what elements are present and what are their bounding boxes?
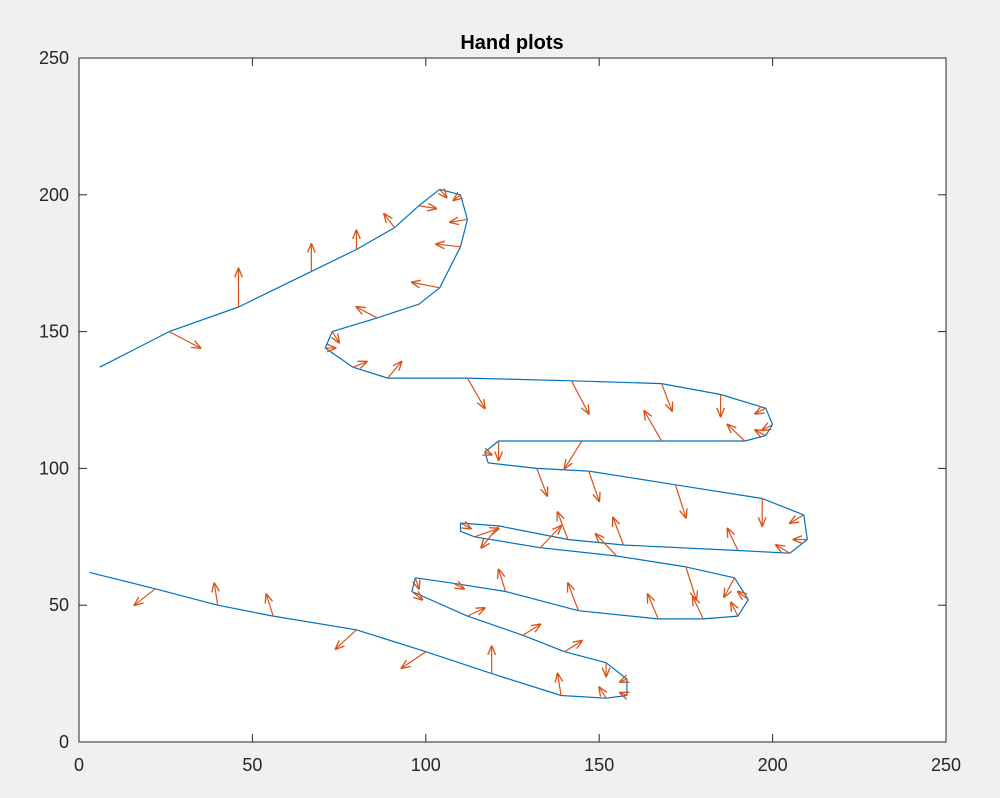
axis-tick-labels: 0 50 100 150 200 250 0 50 100 150 200 250 <box>39 48 961 775</box>
y-tick-label: 200 <box>39 185 69 205</box>
normal-arrow <box>755 430 766 435</box>
x-tick-label: 150 <box>584 755 614 775</box>
normal-arrow <box>564 641 582 653</box>
normal-arrow <box>693 597 704 620</box>
normal-arrow <box>728 425 746 442</box>
normal-arrow <box>384 214 396 228</box>
normal-arrow <box>776 545 791 554</box>
normal-arrow <box>411 592 422 600</box>
normal-arrow <box>674 484 685 518</box>
normal-arrow <box>454 195 461 200</box>
normal-arrow <box>738 592 749 600</box>
normal-arrow <box>336 629 357 649</box>
normal-arrow <box>134 588 156 605</box>
normal-arrow <box>485 452 492 455</box>
normal-arrow <box>728 529 739 551</box>
x-tick-label: 250 <box>931 755 961 775</box>
normal-vectors <box>134 189 808 699</box>
series-layer <box>89 189 808 699</box>
normal-arrow <box>436 244 461 247</box>
y-tick-label: 50 <box>49 595 69 615</box>
normal-arrow <box>565 440 583 468</box>
x-tick-label: 100 <box>411 755 441 775</box>
normal-arrow <box>648 594 659 620</box>
normal-arrow <box>415 577 418 589</box>
normal-arrow <box>214 583 217 606</box>
normal-arrow <box>613 518 625 546</box>
y-tick-label: 100 <box>39 458 69 478</box>
plot-area <box>78 57 947 743</box>
normal-arrow <box>418 206 436 209</box>
normal-arrow <box>474 529 498 538</box>
normal-arrow <box>568 583 579 611</box>
normal-arrow <box>418 303 420 305</box>
normal-arrow <box>412 282 440 289</box>
normal-arrow <box>387 362 402 379</box>
y-tick-label: 250 <box>39 48 69 68</box>
normal-arrow <box>539 526 561 549</box>
normal-arrow <box>620 693 627 696</box>
normal-arrow <box>440 189 447 197</box>
normal-arrow <box>522 624 540 636</box>
chart-title: Hand plots <box>460 32 563 54</box>
normal-arrow <box>536 468 547 495</box>
normal-arrow <box>685 566 696 600</box>
normal-arrow <box>724 577 735 597</box>
normal-arrow <box>168 331 200 348</box>
normal-arrow <box>596 534 617 557</box>
normal-arrow <box>459 530 462 532</box>
y-tick-label: 0 <box>59 732 69 752</box>
normal-arrow <box>453 583 464 588</box>
axis-ticks <box>78 57 947 743</box>
x-tick-label: 200 <box>758 755 788 775</box>
x-tick-label: 0 <box>74 755 84 775</box>
normal-arrow <box>460 523 470 528</box>
normal-arrow <box>620 679 627 682</box>
normal-arrow <box>352 362 367 367</box>
normal-arrow <box>266 594 274 617</box>
x-tick-label: 50 <box>242 755 262 775</box>
normal-arrow <box>450 219 468 222</box>
normal-arrow <box>755 408 766 413</box>
normal-arrow <box>644 411 663 442</box>
normal-arrow <box>731 602 738 617</box>
normal-arrow <box>402 651 427 668</box>
normal-arrow <box>332 331 339 343</box>
normal-arrow <box>558 674 561 696</box>
y-tick-label: 150 <box>39 322 69 342</box>
normal-arrow <box>588 470 599 501</box>
normal-arrow <box>356 307 378 319</box>
normal-arrow <box>599 687 606 699</box>
normal-arrow <box>661 383 672 411</box>
normal-arrow <box>466 377 484 408</box>
normal-arrow <box>499 570 507 592</box>
normal-arrow <box>467 608 484 617</box>
normal-arrow <box>790 514 805 523</box>
normal-arrow <box>487 462 489 464</box>
normal-arrow <box>570 380 588 414</box>
